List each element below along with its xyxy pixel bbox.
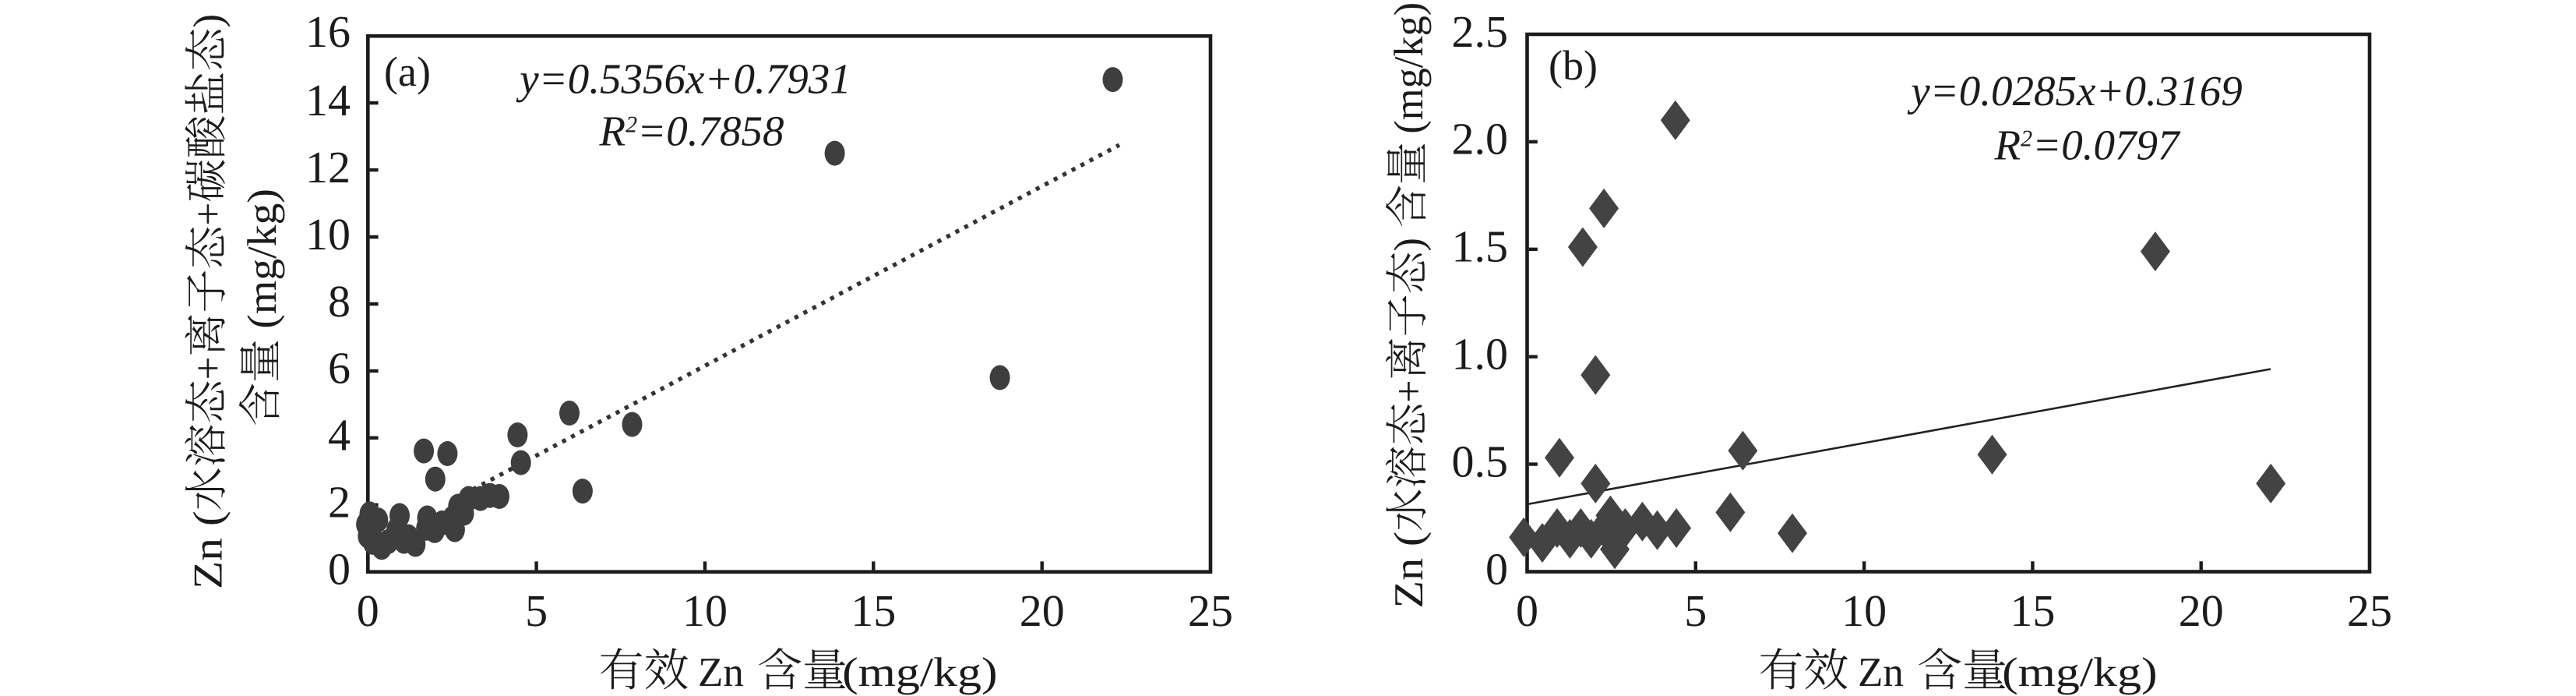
svg-text:15: 15 [851, 585, 896, 636]
svg-text:(mg/kg): (mg/kg) [1387, 2, 1432, 134]
svg-text:y=0.5356x+0.7931: y=0.5356x+0.7931 [516, 55, 851, 103]
svg-text:4: 4 [328, 410, 351, 461]
svg-text:Zn: Zn [1858, 650, 1904, 695]
svg-text:10: 10 [305, 209, 351, 260]
svg-text:25: 25 [1188, 585, 1233, 636]
svg-text:R: R [599, 108, 626, 155]
svg-text:20: 20 [2179, 585, 2224, 636]
svg-text:2.5: 2.5 [1452, 6, 1509, 57]
svg-text:5: 5 [1684, 585, 1707, 636]
svg-text:(mg/kg): (mg/kg) [2002, 650, 2158, 695]
svg-text:12: 12 [305, 142, 351, 193]
svg-text:(b): (b) [1549, 42, 1598, 89]
svg-text:(a): (a) [384, 48, 431, 95]
svg-text:=0.0797: =0.0797 [2032, 122, 2181, 169]
svg-text:R: R [1994, 122, 2021, 169]
svg-text:16: 16 [305, 6, 351, 57]
svg-text:+: + [186, 357, 231, 380]
svg-text:2.0: 2.0 [1452, 114, 1509, 164]
svg-text:0: 0 [328, 544, 351, 595]
svg-text:14: 14 [305, 75, 351, 125]
svg-text:y=0.0285x+0.3169: y=0.0285x+0.3169 [1907, 67, 2243, 115]
svg-text:+: + [1387, 380, 1432, 402]
svg-text:1.0: 1.0 [1452, 329, 1509, 380]
svg-text:(mg/kg): (mg/kg) [842, 650, 998, 695]
svg-text:25: 25 [2347, 585, 2392, 636]
svg-text:8: 8 [328, 276, 351, 327]
svg-text:2: 2 [328, 477, 351, 528]
svg-text:10: 10 [682, 585, 728, 636]
svg-text:=0.7858: =0.7858 [637, 108, 784, 155]
svg-text:5: 5 [525, 585, 548, 636]
svg-text:0: 0 [357, 585, 379, 636]
svg-text:0.5: 0.5 [1452, 436, 1509, 486]
svg-text:0: 0 [1516, 585, 1538, 636]
svg-text:6: 6 [328, 343, 351, 394]
svg-text:(mg/kg): (mg/kg) [240, 189, 285, 329]
svg-text:Zn: Zn [698, 650, 744, 695]
svg-text:0: 0 [1485, 543, 1508, 594]
svg-text:20: 20 [1020, 585, 1065, 636]
svg-text:+: + [186, 203, 231, 226]
svg-text:): ) [1387, 238, 1432, 251]
svg-text:): ) [186, 14, 231, 28]
svg-text:1.5: 1.5 [1452, 221, 1509, 272]
svg-text:15: 15 [2010, 585, 2055, 636]
svg-text:Zn (: Zn ( [1387, 532, 1432, 609]
svg-text:Zn (: Zn ( [186, 511, 231, 589]
svg-text:10: 10 [1841, 585, 1887, 636]
